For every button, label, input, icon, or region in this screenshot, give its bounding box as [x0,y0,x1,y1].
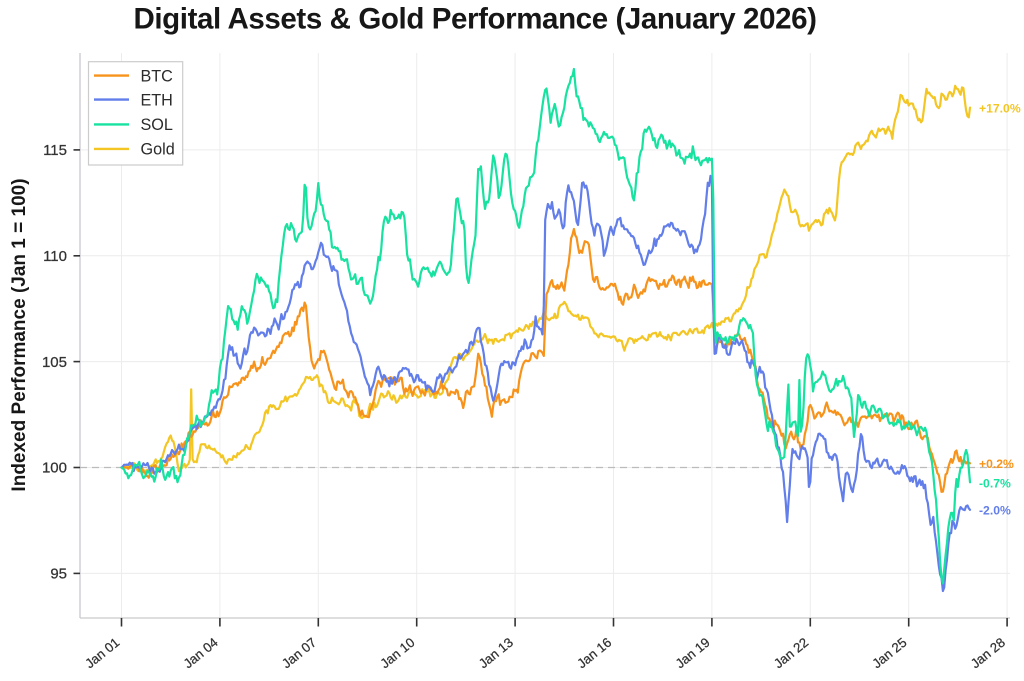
svg-text:+0.2%: +0.2% [979,457,1014,471]
svg-text:-0.7%: -0.7% [979,477,1011,491]
svg-text:95: 95 [50,566,67,583]
svg-text:-2.0%: -2.0% [979,503,1011,517]
svg-text:ETH: ETH [141,91,173,109]
svg-text:Gold: Gold [141,141,175,159]
svg-text:SOL: SOL [141,116,173,134]
svg-text:Indexed Performance (Jan 1 = 1: Indexed Performance (Jan 1 = 100) [9,178,30,491]
svg-text:100: 100 [42,460,67,477]
svg-text:Digital Assets & Gold Performa: Digital Assets & Gold Performance (Janua… [133,3,816,36]
svg-text:110: 110 [43,248,67,265]
svg-text:+17.0%: +17.0% [979,102,1021,116]
svg-text:115: 115 [43,142,67,159]
svg-text:105: 105 [42,354,67,371]
svg-text:BTC: BTC [141,67,174,85]
